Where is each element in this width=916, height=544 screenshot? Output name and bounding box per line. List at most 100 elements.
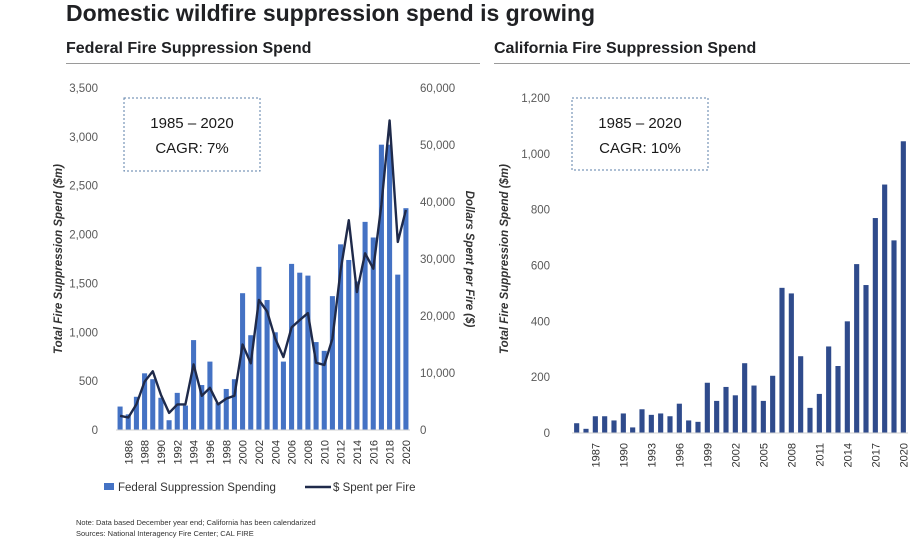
bar [788,293,794,433]
bar [686,420,692,433]
bar [844,321,850,433]
bar [362,221,368,430]
bar [182,405,188,430]
bar [611,420,617,433]
cagr-box [123,97,261,172]
bar [354,281,360,430]
bar [592,416,598,433]
cagr-box [571,97,709,171]
y-tick-label: 800 [531,205,550,217]
page-title: Domestic wildfire suppression spend is g… [66,0,596,26]
right-y-tick-label: 0 [420,425,426,437]
footnote: Note: Data based December year end; Cali… [76,518,316,527]
bar [751,385,757,433]
x-tick-label: 2017 [870,443,882,467]
bar [403,208,409,430]
bar [395,274,401,430]
left-y-tick-label: 0 [92,425,98,437]
bar [207,361,213,430]
bar [142,373,148,430]
legend-label-line: $ Spent per Fire [333,482,415,494]
bar [223,388,229,430]
bar [133,396,139,430]
bar [574,423,580,433]
x-tick-label: 2016 [368,440,380,464]
y-tick-label: 1,200 [521,93,550,105]
bar [760,400,766,433]
bar [714,400,720,433]
bar [583,428,589,433]
bar [620,413,626,433]
bar [346,259,352,430]
right-y-tick-label: 10,000 [420,368,455,380]
x-tick-label: 2004 [270,440,282,464]
bar [816,393,822,433]
bar [648,414,654,433]
x-tick-label: 1998 [221,440,233,464]
bar [248,335,254,430]
x-tick-label: 2002 [254,440,266,464]
y-tick-label: 400 [531,316,550,328]
x-tick-label: 1996 [205,440,217,464]
bar [297,272,303,430]
left-y-tick-label: 500 [79,376,98,388]
bar [231,379,237,430]
bar [199,385,205,430]
x-tick-label: 2012 [336,440,348,464]
x-tick-label: 2010 [319,440,331,464]
bar [313,342,319,430]
federal-chart: 0 500 1,000 1,500 2,000 2,500 3,000 3,500 0 10,00… [53,83,475,494]
x-tick-label: 1992 [172,440,184,464]
left-y-axis-label: Total Fire Suppression Spend ($m) [53,164,65,354]
bar [676,403,682,433]
bar [158,397,164,430]
bar [630,427,636,433]
right-y-tick-label: 40,000 [420,197,455,209]
legend-swatch-bar [104,483,114,490]
bar [125,414,131,430]
bar [387,144,393,430]
bar [872,218,878,433]
cagr-box-period: 1985 – 2020 [598,115,681,132]
x-tick-label: 1990 [156,440,168,464]
bar [305,275,311,430]
cagr-box-value: CAGR: 10% [599,140,681,157]
x-tick-label: 2002 [730,443,742,467]
federal-chart-title: Federal Fire Suppression Spend [66,40,312,57]
bar [807,407,813,433]
x-tick-label: 2020 [898,443,910,467]
bar [863,285,869,433]
bar [264,300,270,430]
x-tick-label: 2014 [842,443,854,467]
left-y-tick-label: 1,000 [69,327,98,339]
x-tick-label: 2006 [287,440,299,464]
left-y-tick-label: 3,000 [69,132,98,144]
bar [798,356,804,433]
bar [117,406,123,430]
bar [667,416,673,433]
bar [695,421,701,433]
federal-title-rule [66,63,480,64]
right-y-tick-label: 20,000 [420,311,455,323]
bar [329,296,335,430]
x-tick-label: 1999 [702,443,714,467]
x-tick-label: 1993 [646,443,658,467]
x-tick-label: 2020 [401,440,413,464]
sources: Sources: National Interagency Fire Cente… [76,529,254,538]
bar [272,332,278,430]
x-tick-label: 2018 [385,440,397,464]
x-tick-label: 2014 [352,440,364,464]
right-y-axis-label: Dollars Spent per Fire ($) [463,191,475,328]
bar [602,416,608,433]
bar [321,350,327,430]
bar [658,413,664,433]
bar [370,237,376,430]
legend-label-bar: Federal Suppression Spending [118,482,276,494]
california-chart: 0 200 400 600 800 1,000 1,200 1987 1990 1993 1996 1… [499,93,910,467]
right-y-tick-label: 60,000 [420,83,455,95]
bar [280,361,286,430]
cagr-box-value: CAGR: 7% [155,140,228,157]
bar [854,264,860,433]
bar [882,184,888,433]
x-tick-label: 1987 [590,443,602,467]
